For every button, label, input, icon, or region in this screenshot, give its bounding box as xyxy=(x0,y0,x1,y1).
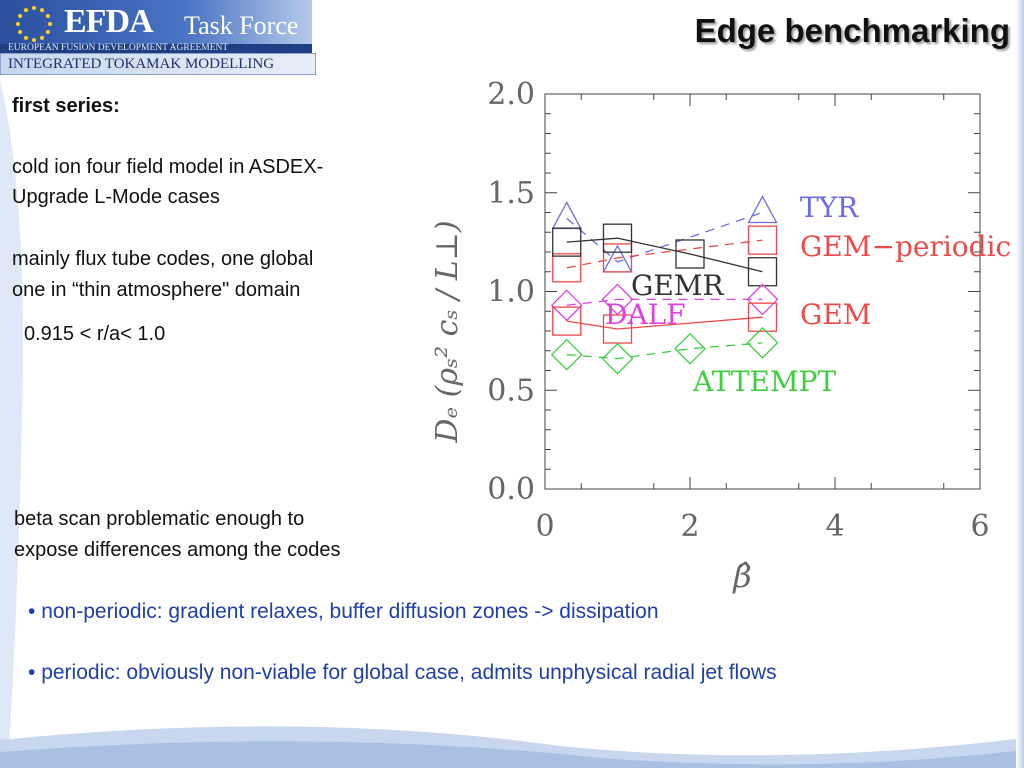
x-tick-label: 0 xyxy=(535,509,554,544)
model-line-2: Upgrade L-Mode cases xyxy=(12,186,220,208)
y-tick-label: 2.0 xyxy=(487,77,535,112)
data-point-diamond xyxy=(746,283,779,316)
decorative-left-swoosh xyxy=(0,80,24,768)
data-point-square xyxy=(552,306,582,336)
bullet-periodic-text: periodic: obviously non-viable for globa… xyxy=(41,661,777,684)
y-tick-label: 0.0 xyxy=(487,472,535,507)
bullet-non-periodic: • non-periodic: gradient relaxes, buffer… xyxy=(28,600,659,623)
data-point-square xyxy=(747,225,778,255)
data-point-square xyxy=(602,243,633,273)
data-point-diamond xyxy=(746,326,779,359)
slide-title: Edge benchmarking xyxy=(694,12,1010,49)
series-gem-periodic xyxy=(552,225,778,283)
data-point-square xyxy=(552,227,582,257)
series-attempt xyxy=(550,326,779,375)
series-label: GEMR xyxy=(631,269,724,302)
data-point-diamond xyxy=(550,338,583,371)
beta-line-1: beta scan problematic enough to xyxy=(14,508,305,530)
decorative-bottom-wave xyxy=(0,726,1024,768)
series-line xyxy=(566,298,763,306)
logo-task-force-text: Task Force xyxy=(184,11,299,40)
data-point-square xyxy=(747,257,778,287)
series-label: TYR xyxy=(800,191,859,224)
logo-org-text: EUROPEAN FUSION DEVELOPMENT AGREEMENT xyxy=(8,43,229,53)
series-line xyxy=(566,316,763,330)
data-point-square xyxy=(602,223,633,253)
series-tyr xyxy=(551,195,778,273)
data-point-square xyxy=(552,253,582,283)
diffusion-beta-chart: 0 2 4 6 0.0 0.5 1.0 1.5 2.0 β̂ Dₑ (ρₛ² cₛ / L⊥) TYR… xyxy=(430,77,1011,595)
x-tick-label: 2 xyxy=(680,509,699,544)
radius-range: 0.915 < r/a< 1.0 xyxy=(24,323,166,345)
data-point-diamond xyxy=(674,332,706,365)
y-tick-label: 1.0 xyxy=(487,275,535,310)
codes-line-1: mainly flux tube codes, one global xyxy=(12,248,314,270)
series-line xyxy=(566,211,763,263)
series-gemr xyxy=(552,223,778,287)
x-axis-label: β̂ xyxy=(732,557,752,595)
x-tick-label: 6 xyxy=(970,509,989,544)
logo-efda-text: EFDA xyxy=(64,3,154,40)
decorative-right-edge xyxy=(1016,0,1024,768)
y-tick-label: 1.5 xyxy=(487,176,535,211)
data-point-triangle xyxy=(747,195,778,224)
model-line-1: cold ion four field model in ASDEX- xyxy=(12,156,324,178)
data-point-square xyxy=(747,302,778,332)
y-axis-label: Dₑ (ρₛ² cₛ / L⊥) xyxy=(430,220,465,443)
series-label: ATTEMPT xyxy=(692,365,837,398)
efda-logo: EFDA Task Force EUROPEAN FUSION DEVELOPM… xyxy=(0,0,320,76)
bullet-periodic: • periodic: obviously non-viable for glo… xyxy=(28,661,777,684)
series-label: GEM−periodic xyxy=(800,230,1011,263)
series-line xyxy=(566,239,763,269)
beta-line-2: expose differences among the codes xyxy=(14,539,341,561)
codes-line-2: one in “thin atmosphere" domain xyxy=(12,279,301,301)
data-point-triangle xyxy=(602,244,633,273)
bullet-non-periodic-text: non-periodic: gradient relaxes, buffer d… xyxy=(41,600,659,623)
data-point-triangle xyxy=(551,201,582,230)
series-line xyxy=(566,237,763,273)
eu-stars-icon xyxy=(16,6,52,42)
series-label: GEM xyxy=(800,298,871,331)
series-dalf xyxy=(550,283,779,322)
data-point-diamond xyxy=(601,342,634,375)
logo-program-text: INTEGRATED TOKAMAK MODELLING xyxy=(8,56,275,72)
series-line xyxy=(566,342,763,360)
data-point-diamond xyxy=(550,289,583,322)
x-tick-label: 4 xyxy=(825,509,844,544)
series-heading: first series: xyxy=(12,95,120,117)
series-label: DALF xyxy=(605,298,686,331)
y-tick-label: 0.5 xyxy=(487,373,535,408)
data-point-square xyxy=(675,239,705,269)
